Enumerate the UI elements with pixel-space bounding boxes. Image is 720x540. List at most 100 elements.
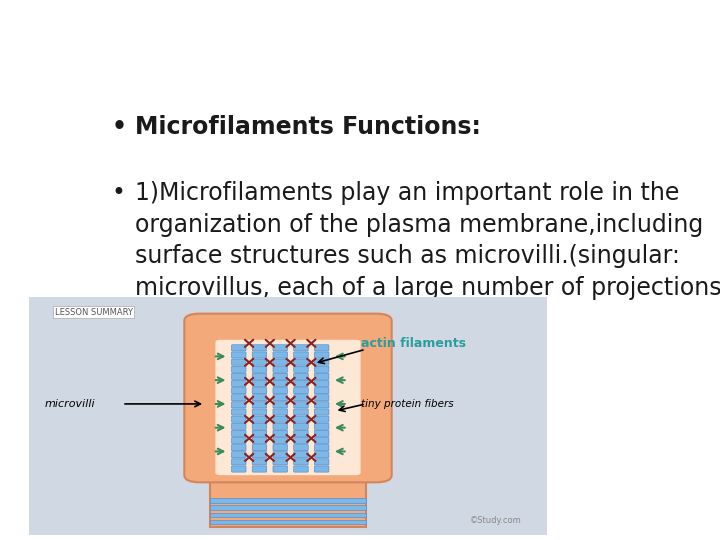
FancyBboxPatch shape — [232, 430, 246, 436]
FancyBboxPatch shape — [315, 416, 329, 422]
FancyBboxPatch shape — [273, 444, 287, 451]
FancyBboxPatch shape — [273, 366, 287, 372]
FancyBboxPatch shape — [252, 423, 266, 429]
FancyBboxPatch shape — [232, 409, 246, 415]
FancyBboxPatch shape — [252, 451, 266, 458]
FancyBboxPatch shape — [315, 345, 329, 351]
FancyBboxPatch shape — [273, 409, 287, 415]
FancyBboxPatch shape — [232, 402, 246, 408]
FancyBboxPatch shape — [294, 366, 308, 372]
FancyBboxPatch shape — [315, 423, 329, 429]
FancyBboxPatch shape — [252, 388, 266, 394]
FancyBboxPatch shape — [232, 388, 246, 394]
FancyBboxPatch shape — [294, 352, 308, 358]
FancyBboxPatch shape — [315, 430, 329, 436]
FancyBboxPatch shape — [294, 444, 308, 451]
FancyBboxPatch shape — [294, 430, 308, 436]
FancyBboxPatch shape — [315, 388, 329, 394]
FancyBboxPatch shape — [252, 466, 266, 472]
FancyBboxPatch shape — [294, 380, 308, 387]
FancyBboxPatch shape — [273, 395, 287, 401]
FancyBboxPatch shape — [315, 373, 329, 380]
FancyBboxPatch shape — [252, 395, 266, 401]
FancyBboxPatch shape — [252, 359, 266, 365]
Text: microvilli: microvilli — [45, 399, 95, 409]
FancyBboxPatch shape — [315, 359, 329, 365]
FancyBboxPatch shape — [294, 416, 308, 422]
FancyBboxPatch shape — [252, 459, 266, 465]
Text: •: • — [112, 114, 135, 139]
FancyBboxPatch shape — [252, 345, 266, 351]
FancyBboxPatch shape — [315, 395, 329, 401]
FancyBboxPatch shape — [232, 345, 246, 351]
FancyBboxPatch shape — [315, 409, 329, 415]
Text: LESSON SUMMARY: LESSON SUMMARY — [55, 308, 132, 316]
FancyBboxPatch shape — [273, 430, 287, 436]
FancyBboxPatch shape — [273, 359, 287, 365]
FancyBboxPatch shape — [232, 366, 246, 372]
FancyBboxPatch shape — [294, 437, 308, 443]
FancyBboxPatch shape — [252, 352, 266, 358]
Text: 1)Microfilaments play an important role in the
organization of the plasma membra: 1)Microfilaments play an important role … — [135, 181, 720, 332]
FancyBboxPatch shape — [273, 380, 287, 387]
FancyBboxPatch shape — [232, 416, 246, 422]
FancyBboxPatch shape — [252, 373, 266, 380]
FancyBboxPatch shape — [294, 359, 308, 365]
FancyBboxPatch shape — [294, 402, 308, 408]
FancyBboxPatch shape — [232, 359, 246, 365]
FancyBboxPatch shape — [232, 459, 246, 465]
FancyBboxPatch shape — [294, 459, 308, 465]
FancyBboxPatch shape — [252, 416, 266, 422]
FancyBboxPatch shape — [252, 444, 266, 451]
FancyBboxPatch shape — [184, 314, 392, 482]
FancyBboxPatch shape — [273, 345, 287, 351]
FancyBboxPatch shape — [232, 451, 246, 458]
FancyBboxPatch shape — [273, 423, 287, 429]
FancyBboxPatch shape — [294, 423, 308, 429]
FancyBboxPatch shape — [252, 437, 266, 443]
FancyBboxPatch shape — [315, 352, 329, 358]
FancyBboxPatch shape — [273, 459, 287, 465]
FancyBboxPatch shape — [232, 423, 246, 429]
FancyBboxPatch shape — [210, 512, 366, 517]
FancyBboxPatch shape — [273, 373, 287, 380]
FancyBboxPatch shape — [294, 409, 308, 415]
Text: ©Study.com: ©Study.com — [469, 516, 521, 525]
Text: Microfilaments Functions:: Microfilaments Functions: — [135, 114, 480, 139]
FancyBboxPatch shape — [252, 430, 266, 436]
FancyBboxPatch shape — [232, 466, 246, 472]
FancyBboxPatch shape — [294, 466, 308, 472]
FancyBboxPatch shape — [315, 466, 329, 472]
FancyBboxPatch shape — [315, 437, 329, 443]
FancyBboxPatch shape — [315, 380, 329, 387]
Text: tiny protein fibers: tiny protein fibers — [361, 399, 453, 409]
FancyBboxPatch shape — [294, 395, 308, 401]
FancyBboxPatch shape — [210, 505, 366, 510]
FancyBboxPatch shape — [252, 409, 266, 415]
FancyBboxPatch shape — [315, 459, 329, 465]
FancyBboxPatch shape — [294, 451, 308, 458]
Text: actin filaments: actin filaments — [361, 338, 466, 350]
FancyBboxPatch shape — [252, 402, 266, 408]
FancyBboxPatch shape — [210, 468, 366, 528]
Text: •: • — [112, 181, 134, 205]
FancyBboxPatch shape — [273, 352, 287, 358]
FancyBboxPatch shape — [210, 498, 366, 503]
FancyBboxPatch shape — [273, 437, 287, 443]
FancyBboxPatch shape — [294, 373, 308, 380]
FancyBboxPatch shape — [273, 388, 287, 394]
FancyBboxPatch shape — [232, 352, 246, 358]
FancyBboxPatch shape — [273, 451, 287, 458]
FancyBboxPatch shape — [294, 388, 308, 394]
FancyBboxPatch shape — [232, 444, 246, 451]
FancyBboxPatch shape — [232, 373, 246, 380]
FancyBboxPatch shape — [273, 416, 287, 422]
FancyBboxPatch shape — [315, 402, 329, 408]
FancyBboxPatch shape — [315, 451, 329, 458]
FancyBboxPatch shape — [315, 444, 329, 451]
FancyBboxPatch shape — [252, 380, 266, 387]
FancyBboxPatch shape — [252, 366, 266, 372]
FancyBboxPatch shape — [273, 402, 287, 408]
FancyBboxPatch shape — [273, 466, 287, 472]
FancyBboxPatch shape — [29, 297, 547, 535]
